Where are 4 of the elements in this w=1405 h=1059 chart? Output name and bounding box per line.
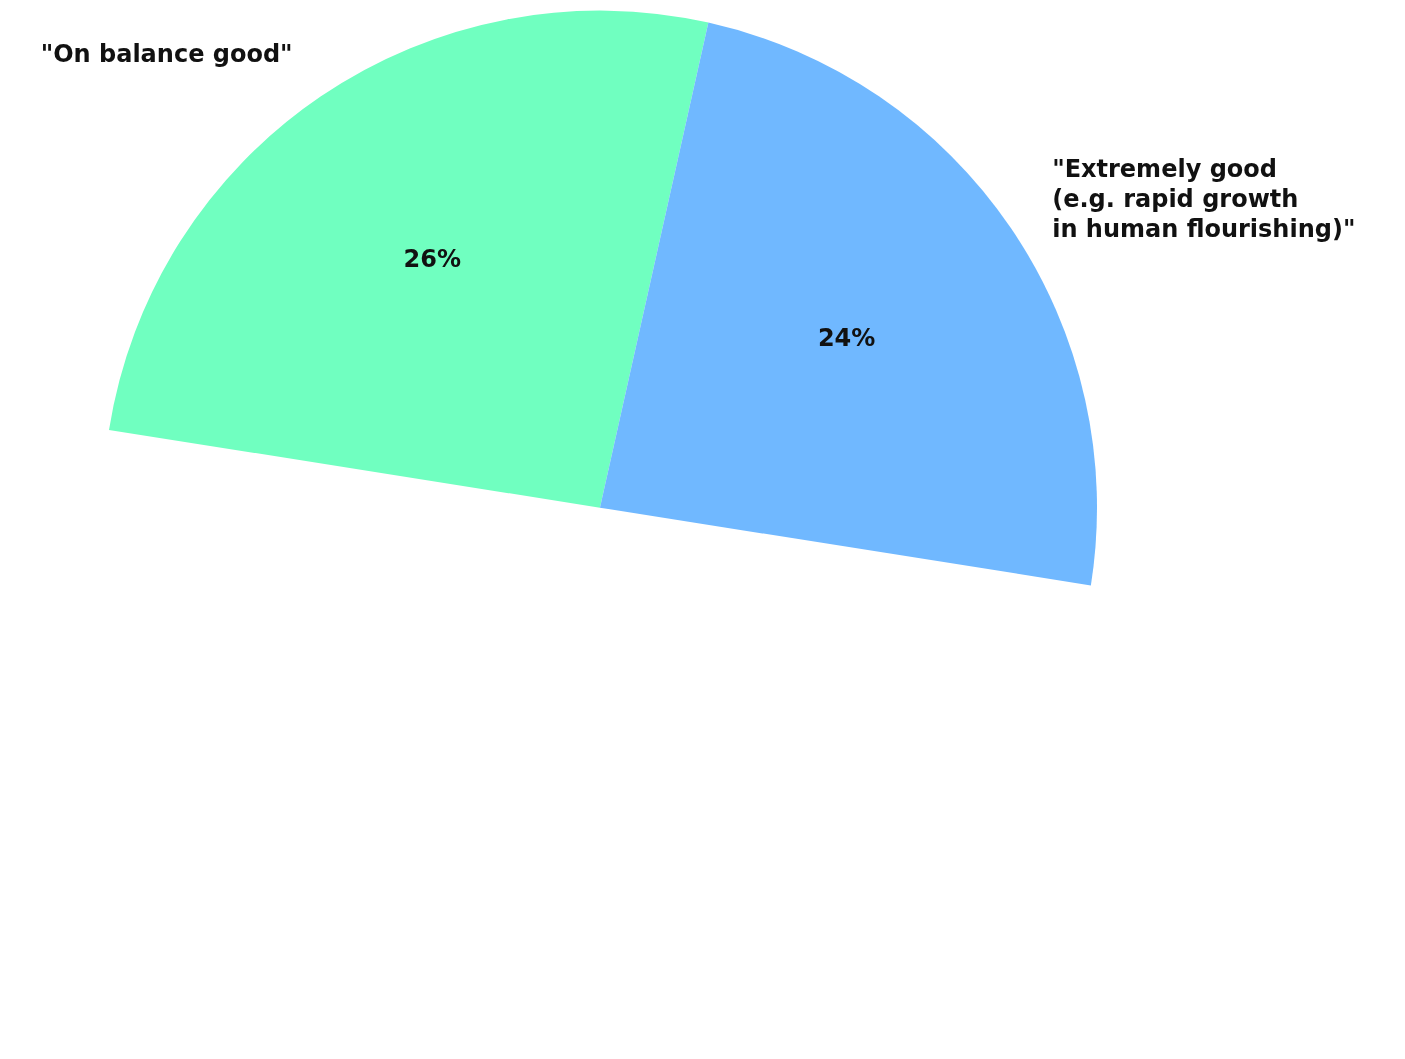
slice-label: "On balance good" xyxy=(40,39,293,68)
data-label: 24% xyxy=(817,324,876,353)
slice-label: "Extremely good (e.g. rapid growth in human flourishing)" xyxy=(1052,154,1356,243)
data-label: 26% xyxy=(403,245,462,274)
